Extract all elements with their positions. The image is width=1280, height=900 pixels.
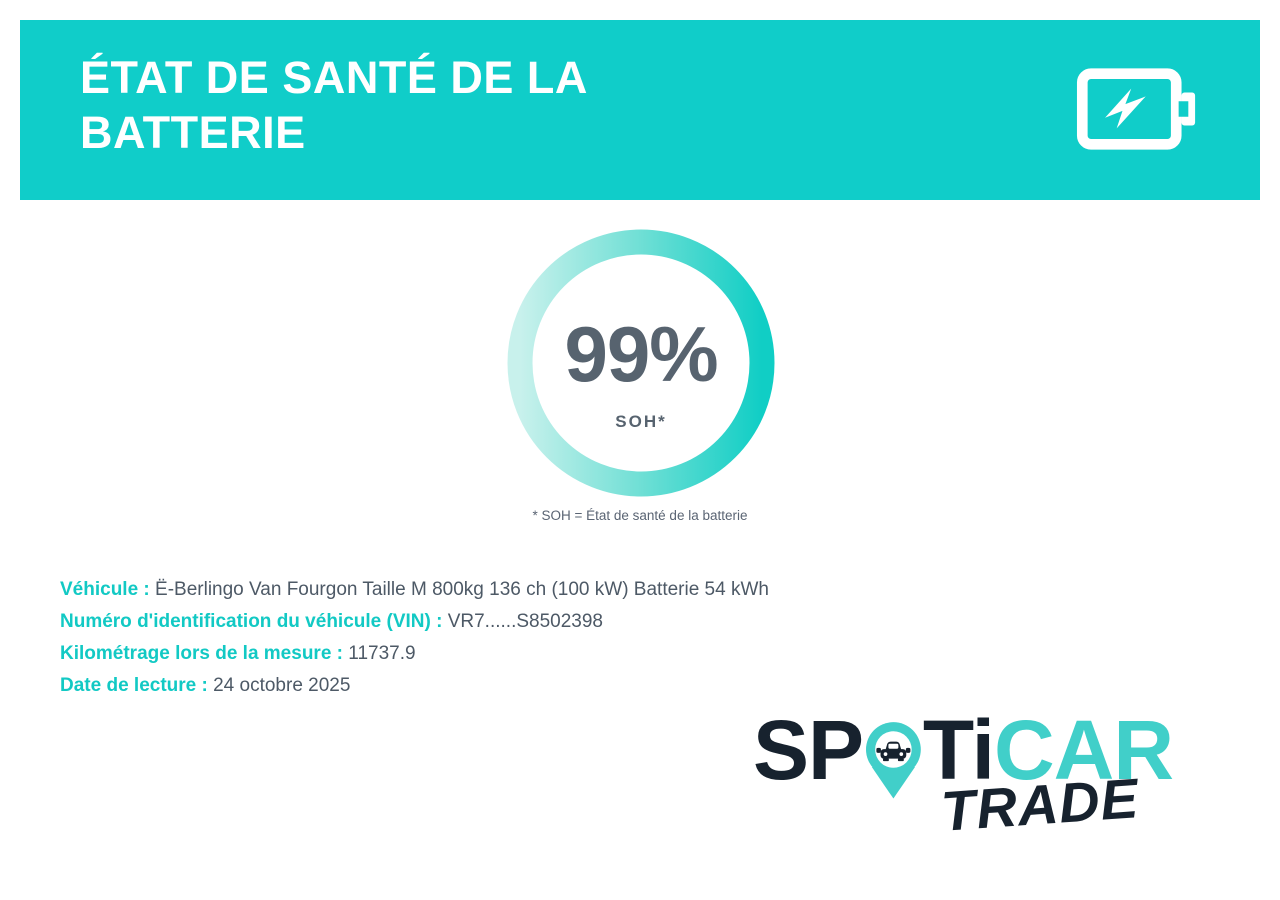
- gauge-center: 99% SOH*: [533, 255, 749, 471]
- logo-text-sp: SP: [753, 703, 864, 797]
- gauge-ring: [507, 229, 775, 497]
- detail-row-vehicle: Véhicule : Ë-Berlingo Van Fourgon Taille…: [60, 574, 769, 606]
- soh-gauge: 99% SOH*: [507, 229, 775, 497]
- soh-percentage: 99%: [564, 309, 718, 398]
- map-pin-car-icon: [866, 722, 921, 799]
- page-title: ÉTAT DE SANTÉ DE LA BATTERIE: [80, 52, 587, 158]
- logo-text-car: CAR: [994, 703, 1174, 797]
- soh-footnote: * SOH = État de santé de la batterie: [532, 508, 748, 523]
- detail-label: Numéro d'identification du véhicule (VIN…: [60, 611, 443, 632]
- detail-value: 24 octobre 2025: [213, 675, 351, 696]
- spoticar-wordmark: SP Ti CAR: [753, 703, 1174, 808]
- detail-value: VR7......S8502398: [447, 611, 603, 632]
- detail-row-vin: Numéro d'identification du véhicule (VIN…: [60, 606, 769, 638]
- logo-text-ti: Ti: [922, 703, 995, 797]
- vehicle-details: Véhicule : Ë-Berlingo Van Fourgon Taille…: [60, 574, 769, 702]
- detail-label: Date de lecture :: [60, 675, 208, 696]
- detail-row-mileage: Kilométrage lors de la mesure : 11737.9: [60, 638, 769, 670]
- detail-row-date: Date de lecture : 24 octobre 2025: [60, 670, 769, 702]
- soh-label: SOH*: [615, 411, 667, 431]
- detail-value: Ë-Berlingo Van Fourgon Taille M 800kg 13…: [155, 579, 769, 600]
- report-header: ÉTAT DE SANTÉ DE LA BATTERIE: [20, 20, 1260, 200]
- logo-text-trade: TRADE: [939, 766, 1141, 843]
- detail-label: Kilométrage lors de la mesure :: [60, 643, 343, 664]
- detail-label: Véhicule :: [60, 579, 150, 600]
- spoticar-trade-logo: SP Ti CAR TRADE: [753, 703, 1174, 868]
- detail-value: 11737.9: [348, 643, 416, 664]
- battery-charging-icon: [1076, 68, 1196, 150]
